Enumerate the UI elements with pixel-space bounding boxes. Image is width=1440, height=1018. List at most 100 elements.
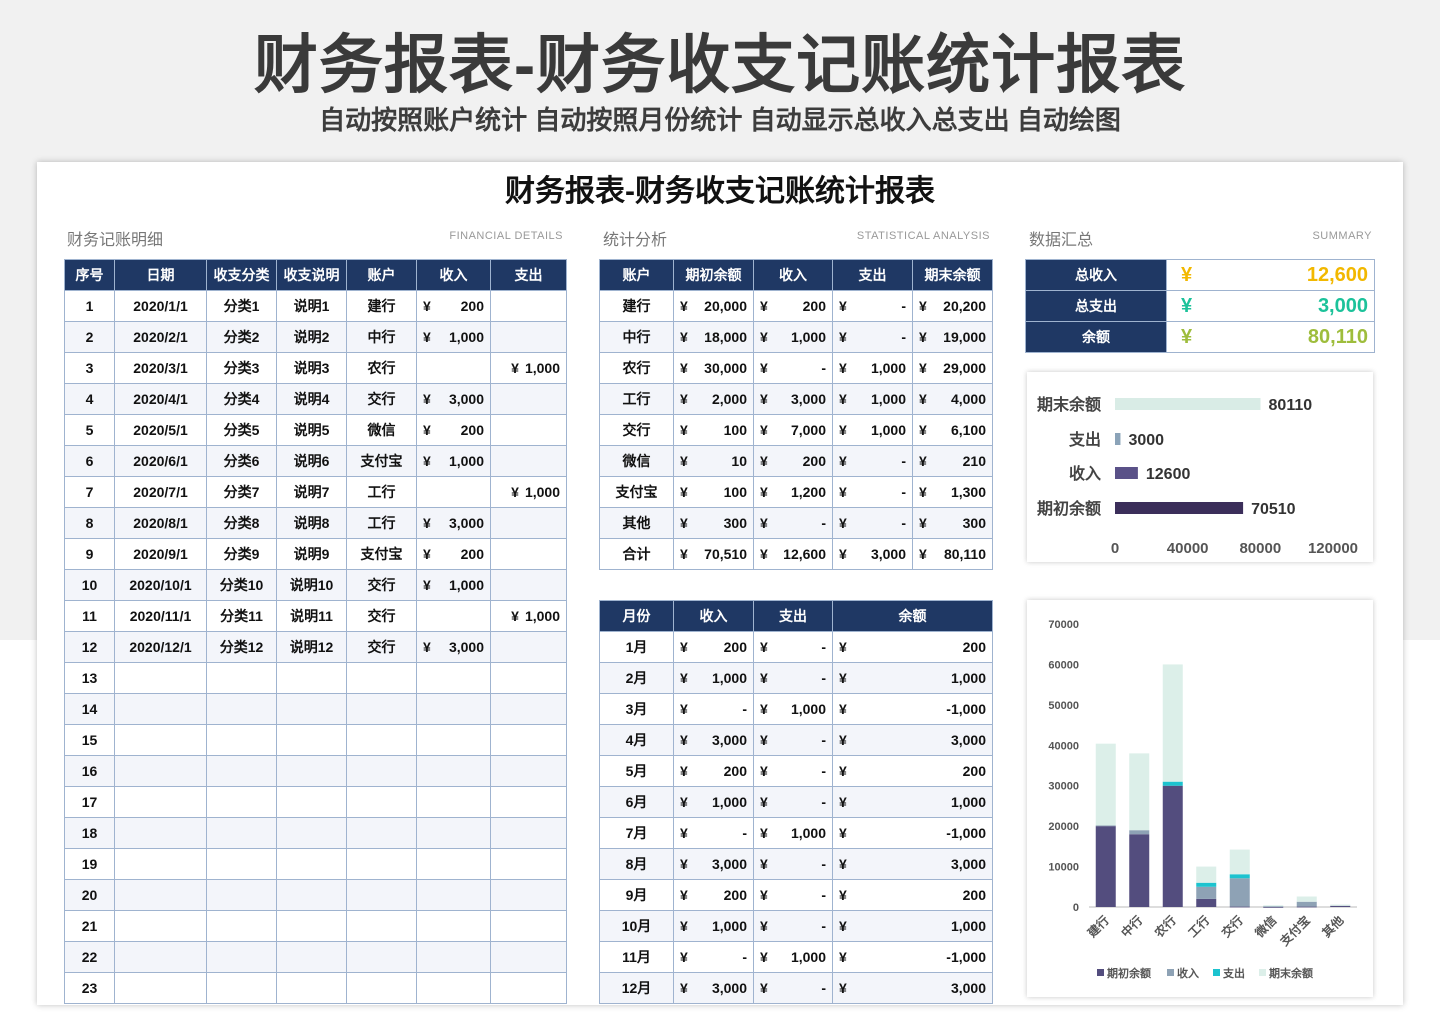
expense-cell[interactable] [490,383,567,415]
account-cell[interactable] [346,879,417,911]
expense-cell[interactable] [490,290,567,322]
date-cell[interactable]: 2020/10/1 [114,569,207,601]
account-cell[interactable]: 支付宝 [346,538,417,570]
date-cell[interactable]: 2020/6/1 [114,445,207,477]
expense-cell[interactable] [490,693,567,725]
date-cell[interactable] [114,910,207,942]
income-cell[interactable] [416,476,491,508]
description-cell[interactable] [276,724,347,756]
category-cell[interactable]: 分类2 [206,321,277,353]
description-cell[interactable] [276,941,347,973]
income-cell[interactable] [416,941,491,973]
expense-cell[interactable]: ¥1,000 [490,476,567,508]
account-cell[interactable] [346,755,417,787]
category-cell[interactable] [206,662,277,694]
description-cell[interactable] [276,910,347,942]
expense-cell[interactable] [490,414,567,446]
account-cell[interactable] [346,662,417,694]
income-cell[interactable] [416,755,491,787]
date-cell[interactable] [114,879,207,911]
expense-cell[interactable] [490,724,567,756]
income-cell[interactable] [416,352,491,384]
account-cell[interactable]: 农行 [346,352,417,384]
income-cell[interactable]: ¥1,000 [416,445,491,477]
description-cell[interactable]: 说明3 [276,352,347,384]
account-cell[interactable] [346,693,417,725]
description-cell[interactable]: 说明7 [276,476,347,508]
description-cell[interactable]: 说明11 [276,600,347,632]
expense-cell[interactable] [490,755,567,787]
account-cell[interactable]: 建行 [346,290,417,322]
category-cell[interactable]: 分类8 [206,507,277,539]
expense-cell[interactable] [490,910,567,942]
description-cell[interactable] [276,848,347,880]
expense-cell[interactable] [490,445,567,477]
expense-cell[interactable] [490,569,567,601]
category-cell[interactable] [206,848,277,880]
date-cell[interactable]: 2020/3/1 [114,352,207,384]
income-cell[interactable] [416,786,491,818]
income-cell[interactable] [416,972,491,1004]
account-cell[interactable] [346,972,417,1004]
description-cell[interactable]: 说明4 [276,383,347,415]
category-cell[interactable] [206,817,277,849]
account-cell[interactable]: 交行 [346,569,417,601]
description-cell[interactable] [276,755,347,787]
date-cell[interactable] [114,662,207,694]
income-cell[interactable]: ¥1,000 [416,321,491,353]
expense-cell[interactable] [490,786,567,818]
account-cell[interactable]: 支付宝 [346,445,417,477]
category-cell[interactable] [206,755,277,787]
description-cell[interactable] [276,879,347,911]
account-cell[interactable] [346,848,417,880]
description-cell[interactable]: 说明12 [276,631,347,663]
category-cell[interactable]: 分类12 [206,631,277,663]
description-cell[interactable] [276,662,347,694]
category-cell[interactable] [206,724,277,756]
expense-cell[interactable] [490,321,567,353]
category-cell[interactable]: 分类10 [206,569,277,601]
description-cell[interactable] [276,817,347,849]
description-cell[interactable] [276,786,347,818]
description-cell[interactable]: 说明10 [276,569,347,601]
account-cell[interactable] [346,786,417,818]
income-cell[interactable] [416,848,491,880]
expense-cell[interactable] [490,879,567,911]
account-cell[interactable] [346,724,417,756]
date-cell[interactable] [114,817,207,849]
income-cell[interactable]: ¥1,000 [416,569,491,601]
description-cell[interactable]: 说明5 [276,414,347,446]
category-cell[interactable] [206,941,277,973]
expense-cell[interactable]: ¥1,000 [490,352,567,384]
account-cell[interactable] [346,817,417,849]
description-cell[interactable]: 说明2 [276,321,347,353]
description-cell[interactable]: 说明6 [276,445,347,477]
category-cell[interactable]: 分类4 [206,383,277,415]
income-cell[interactable] [416,693,491,725]
income-cell[interactable]: ¥200 [416,290,491,322]
expense-cell[interactable]: ¥1,000 [490,600,567,632]
income-cell[interactable]: ¥3,000 [416,631,491,663]
date-cell[interactable]: 2020/4/1 [114,383,207,415]
income-cell[interactable]: ¥200 [416,414,491,446]
date-cell[interactable] [114,724,207,756]
account-cell[interactable]: 微信 [346,414,417,446]
description-cell[interactable] [276,972,347,1004]
expense-cell[interactable] [490,848,567,880]
expense-cell[interactable] [490,507,567,539]
income-cell[interactable] [416,600,491,632]
description-cell[interactable]: 说明1 [276,290,347,322]
category-cell[interactable]: 分类1 [206,290,277,322]
category-cell[interactable] [206,910,277,942]
date-cell[interactable]: 2020/2/1 [114,321,207,353]
description-cell[interactable]: 说明9 [276,538,347,570]
account-cell[interactable]: 工行 [346,507,417,539]
date-cell[interactable] [114,755,207,787]
category-cell[interactable]: 分类6 [206,445,277,477]
date-cell[interactable]: 2020/1/1 [114,290,207,322]
category-cell[interactable] [206,972,277,1004]
description-cell[interactable]: 说明8 [276,507,347,539]
account-cell[interactable] [346,910,417,942]
account-cell[interactable]: 交行 [346,383,417,415]
date-cell[interactable]: 2020/12/1 [114,631,207,663]
